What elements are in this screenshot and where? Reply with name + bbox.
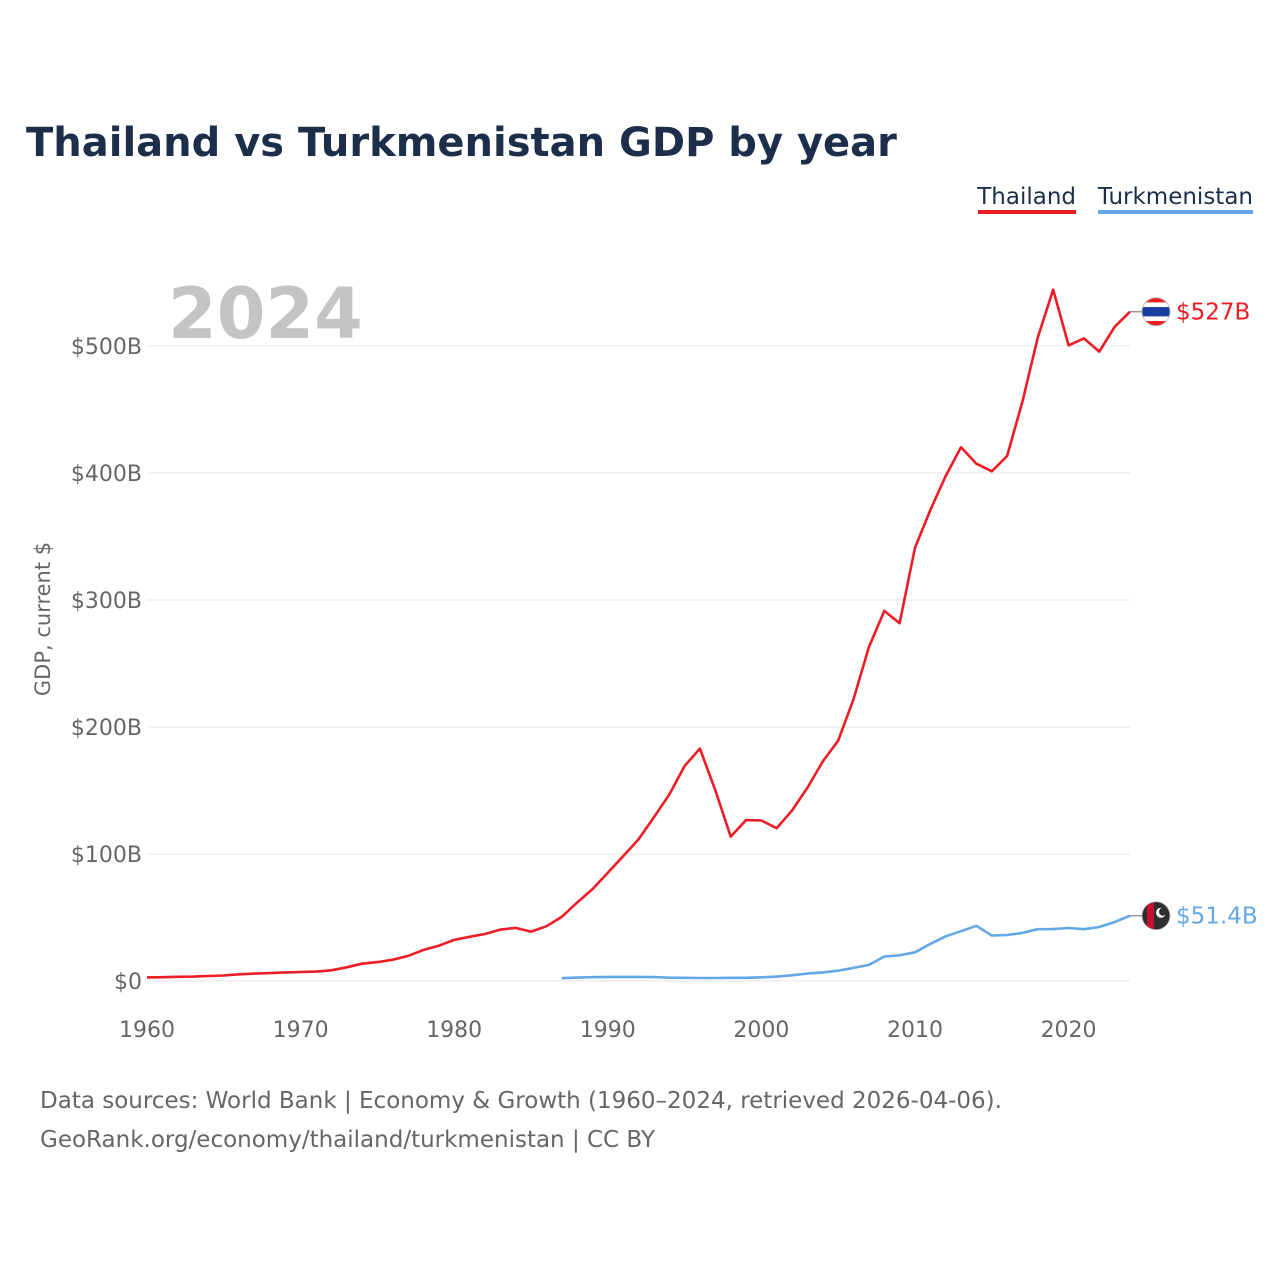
x-tick-label: 2000 <box>733 1018 789 1043</box>
x-tick-label: 2010 <box>887 1018 943 1043</box>
y-tick-label: $300B <box>71 589 142 614</box>
x-tick-label: 1980 <box>426 1018 482 1043</box>
source-line-2[interactable]: GeoRank.org/economy/thailand/turkmenista… <box>40 1127 656 1153</box>
series-lines <box>146 288 1131 980</box>
end-value-label-turkmenistan: $51.4B <box>1176 904 1258 930</box>
legend-label-thailand[interactable]: Thailand <box>976 184 1076 210</box>
chart-title: Thailand vs Turkmenistan GDP by year <box>26 120 897 166</box>
source-line-1: Data sources: World Bank | Economy & Gro… <box>40 1088 1002 1114</box>
y-tick-label: $0 <box>114 970 142 995</box>
y-tick-label: $500B <box>71 335 142 360</box>
year-watermark: 2024 <box>168 273 363 355</box>
x-tick-label: 1960 <box>119 1018 175 1043</box>
x-tick-label: 1970 <box>273 1018 329 1043</box>
x-tick-label: 1990 <box>580 1018 636 1043</box>
legend: Thailand Turkmenistan <box>976 184 1253 214</box>
series-line-turkmenistan[interactable] <box>561 914 1131 980</box>
gridlines <box>147 345 1130 982</box>
legend-line-thailand <box>978 210 1076 214</box>
end-markers: $527B $51.4B <box>1130 297 1258 931</box>
y-axis-ticks: $0 $100B $200B $300B $400B $500B <box>71 335 142 995</box>
turkmenistan-flag-icon <box>1141 901 1171 931</box>
y-tick-label: $100B <box>71 843 142 868</box>
y-tick-label: $400B <box>71 462 142 487</box>
y-axis-label: GDP, current $ <box>31 542 55 696</box>
series-line-thailand[interactable] <box>146 288 1131 979</box>
legend-label-turkmenistan[interactable]: Turkmenistan <box>1097 184 1253 210</box>
end-value-label-thailand: $527B <box>1176 300 1250 326</box>
legend-line-turkmenistan <box>1098 210 1253 214</box>
y-tick-label: $200B <box>71 716 142 741</box>
x-axis-ticks: 1960 1970 1980 1990 2000 2010 2020 <box>119 1018 1097 1043</box>
x-tick-label: 2020 <box>1041 1018 1097 1043</box>
thailand-flag-icon <box>1141 297 1171 327</box>
